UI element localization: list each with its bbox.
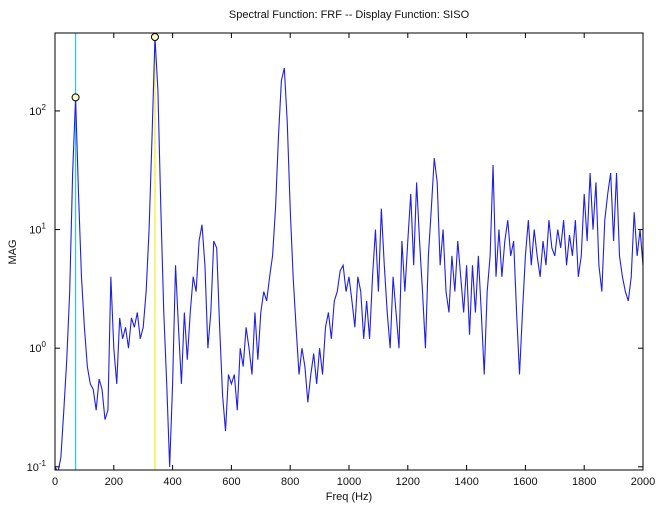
- peak-marker: [150, 33, 159, 42]
- y-tick-base: 10: [29, 106, 41, 118]
- y-tick-base: 10: [27, 462, 39, 474]
- y-tick-label: 101: [29, 222, 46, 237]
- y-tick-label: 10-1: [27, 459, 47, 474]
- y-tick-exponent: 1: [42, 222, 47, 231]
- x-tick-label: 1000: [337, 476, 361, 488]
- y-tick-exponent: -1: [39, 459, 47, 468]
- x-tick-label: 200: [105, 476, 123, 488]
- plot-frame: [54, 32, 644, 471]
- x-tick-label: 0: [52, 476, 58, 488]
- x-tick-label: 600: [222, 476, 240, 488]
- x-tick-label: 1400: [454, 476, 478, 488]
- x-axis-label: Freq (Hz): [326, 491, 372, 503]
- y-tick-base: 10: [29, 343, 41, 355]
- y-tick-label: 100: [29, 340, 46, 355]
- x-tick-label: 400: [163, 476, 181, 488]
- y-tick-base: 10: [29, 225, 41, 237]
- peak-marker: [71, 93, 80, 102]
- y-tick-label: 102: [29, 103, 46, 118]
- y-axis-label: MAG: [7, 239, 19, 264]
- x-tick-label: 1800: [572, 476, 596, 488]
- data-line: [55, 36, 643, 470]
- chart-title: Spectral Function: FRF -- Display Functi…: [229, 9, 470, 21]
- y-tick-exponent: 0: [42, 340, 47, 349]
- x-tick-label: 1200: [396, 476, 420, 488]
- x-tick-label: 800: [281, 476, 299, 488]
- y-tick-exponent: 2: [42, 103, 47, 112]
- x-tick-label: 1600: [513, 476, 537, 488]
- x-tick-label: 2000: [631, 476, 655, 488]
